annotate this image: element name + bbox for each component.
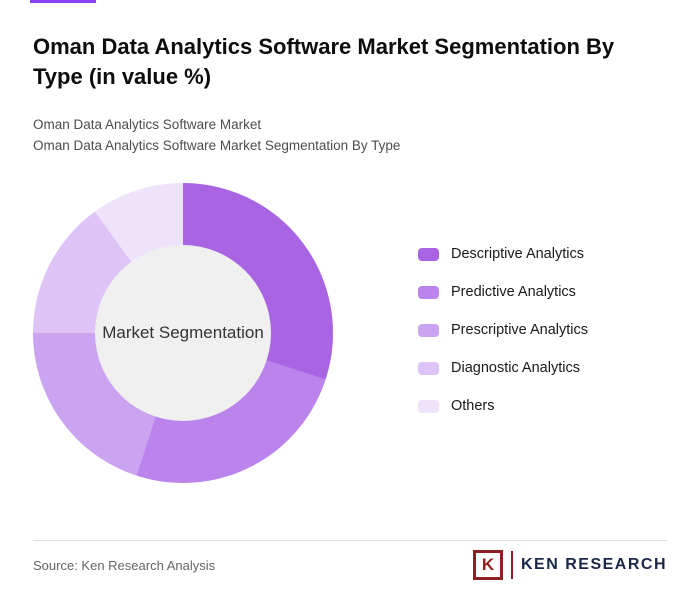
logo-text: KEN RESEARCH <box>520 556 667 573</box>
legend-label: Descriptive Analytics <box>451 246 584 262</box>
legend-swatch <box>418 399 439 413</box>
legend: Descriptive Analytics Predictive Analytic… <box>418 246 588 414</box>
page-title: Oman Data Analytics Software Market Segm… <box>33 34 615 90</box>
legend-label: Prescriptive Analytics <box>451 322 588 338</box>
donut-center-label: Market Segmentation <box>102 323 264 342</box>
legend-item: Prescriptive Analytics <box>418 322 588 338</box>
legend-label: Predictive Analytics <box>451 284 576 300</box>
subtitle-block: Oman Data Analytics Software Market Oman… <box>33 114 667 156</box>
donut-center: Market Segmentation <box>95 245 271 421</box>
legend-item: Others <box>418 398 588 414</box>
footer-divider <box>33 540 667 541</box>
legend-item: Descriptive Analytics <box>418 246 588 262</box>
legend-label: Diagnostic Analytics <box>451 360 580 376</box>
legend-label: Others <box>451 398 495 414</box>
source-text: Source: Ken Research Analysis <box>33 558 216 573</box>
legend-swatch <box>418 285 439 299</box>
legend-swatch <box>418 361 439 375</box>
legend-swatch <box>418 247 439 261</box>
ken-research-logo-icon: K <box>472 550 503 580</box>
legend-item: Diagnostic Analytics <box>418 360 588 376</box>
subtitle-line-2: Oman Data Analytics Software Market Segm… <box>33 138 401 153</box>
logo-separator <box>510 551 513 579</box>
donut-chart: Market Segmentation <box>33 183 333 483</box>
subtitle-line-1: Oman Data Analytics Software Market <box>33 117 262 132</box>
top-accent-bar <box>30 0 96 3</box>
legend-swatch <box>418 323 439 337</box>
legend-item: Predictive Analytics <box>418 284 588 300</box>
ken-research-logo: K KEN RESEARCH <box>472 550 667 580</box>
